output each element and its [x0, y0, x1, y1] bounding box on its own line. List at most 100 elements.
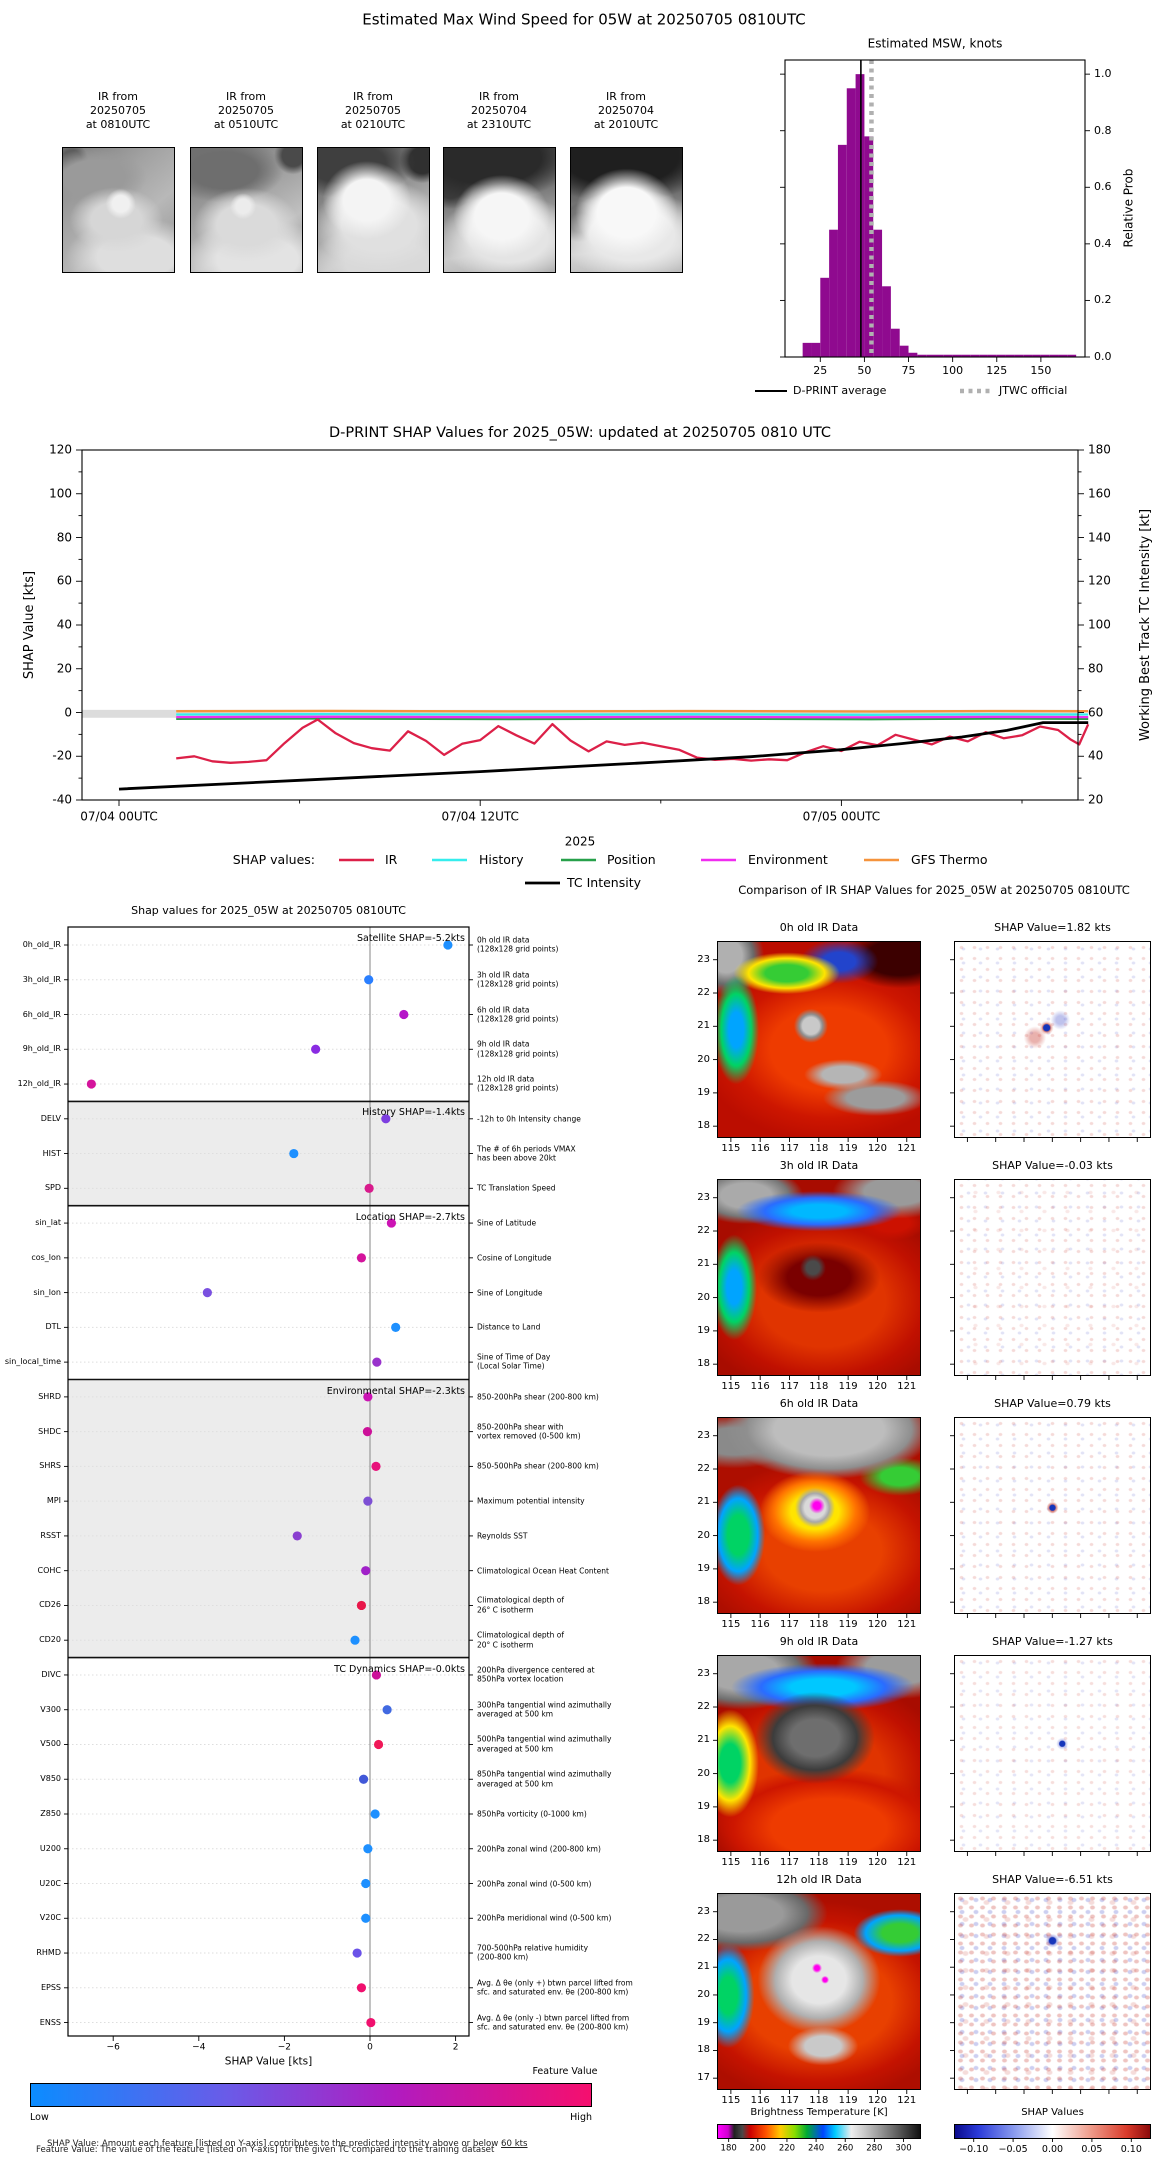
- series-history: [176, 712, 1089, 716]
- histogram-bar: [811, 342, 821, 357]
- dotplot-frame: [67, 926, 470, 2037]
- bt-colorbar-tick: 220: [778, 2143, 796, 2154]
- ir-lon-tick: 118: [809, 1380, 829, 1392]
- ir-data-image: [717, 1179, 921, 1376]
- zero-shap-band: [82, 709, 1078, 718]
- dotplot-feature-label: SHDC: [38, 1426, 61, 1436]
- ir-lat-tick: 23: [697, 1667, 710, 1679]
- thumbnail-label: IR from 20250705 at 0210UTC: [340, 90, 406, 131]
- histogram-bar: [1049, 354, 1059, 357]
- dotplot-point-U200: [363, 1844, 373, 1854]
- dotplot-feature-description: 9h old IR data (128x128 grid points): [477, 1039, 559, 1059]
- ir-lat-tick: 23: [697, 1429, 710, 1441]
- bt-colorbar-tick: 200: [749, 2143, 766, 2154]
- ir-thumbnail-image: [317, 147, 430, 273]
- ir-lon-tick: 115: [721, 1380, 741, 1392]
- histogram-bar: [873, 229, 883, 357]
- ir-lat-tick: 18: [697, 2044, 710, 2056]
- ir-lat-tick: 22: [697, 986, 710, 998]
- timeseries-right-ytick: 180: [1088, 442, 1111, 457]
- ir-lat-tick: 20: [697, 1291, 710, 1303]
- timeseries-xtick: 07/05 00UTC: [802, 809, 881, 824]
- ir-lon-tick: 121: [897, 1856, 917, 1868]
- ir-lon-tick: 116: [750, 1380, 770, 1392]
- ir-lon-tick: 121: [897, 1142, 917, 1154]
- ir-panel-title: 12h old IR Data: [776, 1873, 862, 1887]
- series-gfs-thermo: [176, 709, 1089, 713]
- histogram-ytick-label: 1.0: [1094, 67, 1112, 81]
- ir-lon-tick: 120: [867, 1380, 887, 1392]
- dotplot-feature-description: 3h old IR data (128x128 grid points): [477, 970, 559, 989]
- dotplot-section-header: Satellite SHAP=-5.2kts: [356, 933, 465, 945]
- legend-dprint-average-label: D-PRINT average: [793, 384, 887, 398]
- dotplot-feature-label: CD20: [39, 1635, 61, 1645]
- legend-label-history: History: [479, 852, 524, 868]
- histogram-bar: [820, 277, 830, 357]
- dotplot-feature-label: SHRD: [38, 1391, 61, 1401]
- dotplot-feature-label: COHC: [37, 1565, 61, 1575]
- dotplot-feature-description: 300hPa tangential wind azimuthally avera…: [477, 1700, 612, 1719]
- thumbnail-label: IR from 20250705 at 0510UTC: [213, 90, 279, 131]
- dotplot-point-RSST: [292, 1531, 302, 1541]
- ir-data-image: [717, 1655, 921, 1852]
- dotplot-point-6h_old_IR: [399, 1009, 409, 1020]
- dotplot-xtick: −4: [192, 2042, 206, 2053]
- dotplot-feature-label: U20C: [39, 1878, 61, 1888]
- dotplot-feature-label: HIST: [42, 1148, 61, 1158]
- dotplot-point-12h_old_IR: [86, 1079, 96, 1089]
- ir-lon-tick: 116: [750, 1856, 770, 1868]
- legend-label-position: Position: [607, 852, 656, 868]
- ir-lat-tick: 18: [697, 1595, 710, 1607]
- ir-lat-tick: 19: [697, 1562, 710, 1574]
- dotplot-xtick: 2: [452, 2042, 459, 2053]
- ir-lon-tick: 119: [838, 2094, 858, 2106]
- footnote-baseline-underlined: 60 kts: [501, 2138, 528, 2149]
- ir-lat-tick: 20: [697, 1988, 710, 2000]
- dotplot-point-V850: [358, 1774, 369, 1784]
- ir-lon-tick: 120: [867, 1856, 887, 1868]
- ir-thumbnail-image: [62, 147, 175, 273]
- histogram-bar: [943, 354, 953, 357]
- histogram-bar: [829, 229, 838, 357]
- dotplot-feature-label: U200: [39, 1843, 61, 1853]
- footnote-shap-value-text: SHAP Value: Amount each feature [listed …: [46, 2138, 502, 2149]
- timeseries-left-ytick: 20: [56, 661, 72, 676]
- dotplot-feature-description: 700-500hPa relative humidity (200-800 km…: [477, 1943, 589, 1963]
- histogram-bar: [996, 354, 1006, 357]
- timeseries-right-ytick: 100: [1088, 617, 1111, 632]
- ir-lon-tick: 117: [779, 1618, 800, 1630]
- timeseries-right-ytick: 120: [1088, 573, 1111, 588]
- timeseries-left-ylabel: SHAP Value [kts]: [21, 570, 37, 680]
- histogram-bar: [1023, 354, 1033, 357]
- legend-label-tc-intensity: TC Intensity: [567, 875, 642, 891]
- dotplot-feature-description: Climatological Ocean Heat Content: [477, 1565, 609, 1575]
- histogram-bar: [882, 286, 891, 357]
- dotplot-feature-label: V20C: [39, 1913, 61, 1923]
- shap-panel-title: SHAP Value=-6.51 kts: [992, 1873, 1113, 1887]
- timeseries-left-ytick: -20: [52, 748, 72, 763]
- shap-panel-title: SHAP Value=1.82 kts: [994, 921, 1111, 935]
- ir-lon-tick: 120: [867, 2094, 887, 2106]
- histogram-bar: [970, 354, 980, 357]
- shap-panel-title: SHAP Value=0.79 kts: [994, 1397, 1111, 1411]
- shap-value-map: [954, 1417, 1151, 1614]
- ir-panel-title: 0h old IR Data: [779, 921, 859, 935]
- histogram-bar: [961, 354, 971, 357]
- ir-lon-tick: 115: [721, 1856, 741, 1868]
- ir-lat-tick: 19: [697, 2016, 710, 2028]
- histogram-ytick-label: 0.8: [1094, 123, 1112, 137]
- timeseries-legend-title: SHAP values:: [232, 852, 315, 868]
- dotplot-feature-description: Sine of Latitude: [477, 1218, 537, 1228]
- dotplot-feature-description: 200hPa zonal wind (0-500 km): [477, 1878, 592, 1888]
- legend-label-ir: IR: [385, 852, 398, 868]
- brightness-temperature-colorbar: [717, 2124, 921, 2139]
- ir-lat-tick: 18: [697, 1833, 710, 1845]
- ir-lon-tick: 117: [779, 2094, 800, 2106]
- dotplot-feature-description: The # of 6h periods VMAX has been above …: [477, 1144, 576, 1163]
- ir-panel-title: 9h old IR Data: [779, 1635, 859, 1649]
- dotplot-feature-label: MPI: [46, 1496, 61, 1506]
- ir-lat-tick: 19: [697, 1324, 710, 1336]
- histogram-title: Estimated MSW, knots: [867, 36, 1003, 51]
- dotplot-feature-label: V500: [40, 1739, 61, 1749]
- ir-lat-tick: 20: [697, 1529, 710, 1541]
